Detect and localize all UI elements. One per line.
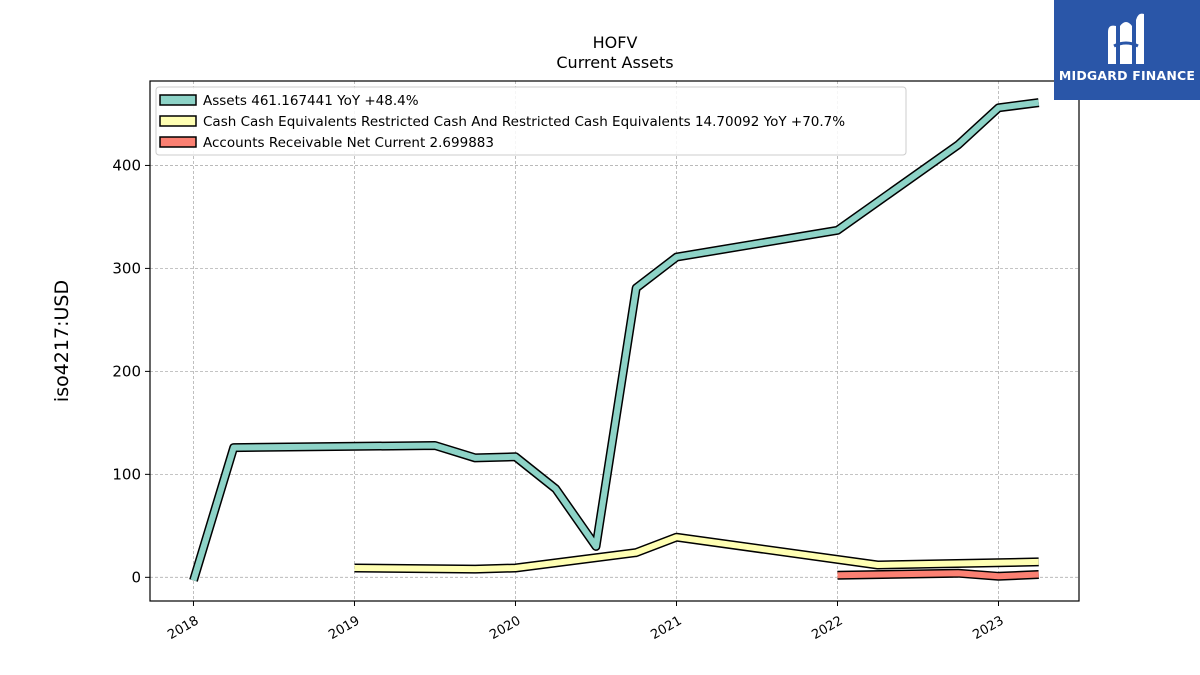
series-line-0 <box>190 99 1040 582</box>
y-tick-label: 400 <box>112 156 141 174</box>
x-tick-label: 2020 <box>487 613 523 643</box>
legend-swatch <box>159 136 197 148</box>
logo-text: MIDGARD FINANCE <box>1058 68 1196 83</box>
series-lines <box>189 98 1040 582</box>
legend-entry: Cash Cash Equivalents Restricted Cash An… <box>203 114 845 130</box>
x-tick-label: 2023 <box>970 613 1006 643</box>
chart-title: HOFV <box>593 33 638 52</box>
x-tick-label: 2021 <box>648 613 684 643</box>
x-tick-label: 2019 <box>326 613 362 643</box>
x-axis: 2018 2019 2020 2021 2022 2023 <box>165 601 1006 643</box>
x-tick-label: 2022 <box>809 613 845 643</box>
y-axis-label: iso4217:USD <box>51 280 73 402</box>
series-line-2 <box>837 570 1039 580</box>
plot-frame <box>149 80 1080 602</box>
legend-swatch <box>159 94 197 106</box>
y-tick-label: 100 <box>112 465 141 483</box>
x-tick-label: 2018 <box>165 613 201 643</box>
y-axis: 0 100 200 300 400 <box>112 156 150 586</box>
midgard-logo-icon <box>1108 13 1144 65</box>
y-tick-label: 200 <box>112 362 141 380</box>
midgard-finance-logo: MIDGARD FINANCE <box>1054 0 1200 100</box>
legend-entry: Assets 461.167441 YoY +48.4% <box>203 93 419 109</box>
grid-lines <box>150 81 1079 601</box>
chart-subtitle: Current Assets <box>556 53 673 72</box>
legend: Assets 461.167441 YoY +48.4% Cash Cash Eq… <box>155 86 907 156</box>
legend-entry: Accounts Receivable Net Current 2.699883 <box>203 135 494 151</box>
y-tick-label: 300 <box>112 259 141 277</box>
y-tick-label: 0 <box>131 568 141 586</box>
series-line-1 <box>354 534 1039 573</box>
legend-swatch <box>159 115 197 127</box>
legend-box <box>155 86 907 156</box>
